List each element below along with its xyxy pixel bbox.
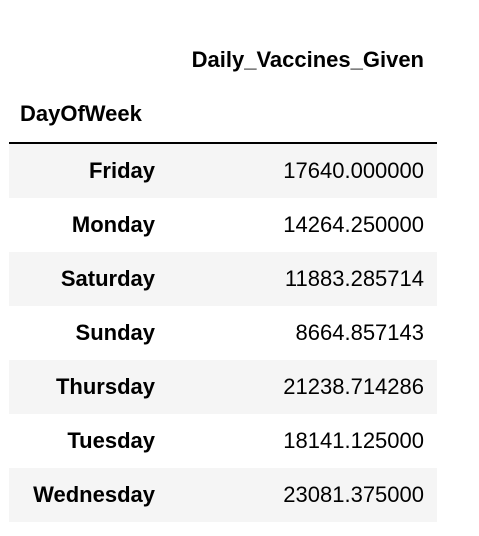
table-row: Monday 14264.250000 bbox=[9, 198, 437, 252]
row-index: Monday bbox=[71, 212, 155, 237]
table-row: Tuesday 18141.125000 bbox=[9, 414, 437, 468]
table-row: Friday 17640.000000 bbox=[9, 144, 437, 198]
row-value: 21238.714286 bbox=[283, 374, 424, 399]
row-index: Wednesday bbox=[33, 482, 155, 507]
row-index: Tuesday bbox=[67, 428, 155, 453]
table-row: Wednesday 23081.375000 bbox=[9, 468, 437, 522]
row-index: Thursday bbox=[55, 374, 155, 399]
row-index: Saturday bbox=[60, 266, 155, 291]
row-value: 23081.375000 bbox=[283, 482, 424, 507]
table-row: Saturday 11883.285714 bbox=[9, 252, 437, 306]
row-value: 14264.250000 bbox=[283, 212, 424, 237]
table-row: Sunday 8664.857143 bbox=[9, 306, 437, 360]
row-value: 18141.125000 bbox=[283, 428, 424, 453]
row-index: Friday bbox=[88, 158, 155, 183]
row-value: 11883.285714 bbox=[284, 266, 424, 291]
header-divider bbox=[9, 88, 437, 144]
index-header: DayOfWeek bbox=[20, 101, 142, 126]
dataframe-table: Daily_Vaccines_Given DayOfWeek Friday 17… bbox=[9, 34, 437, 522]
row-value: 8664.857143 bbox=[295, 320, 424, 345]
column-header: Daily_Vaccines_Given bbox=[191, 47, 424, 72]
table-header: Daily_Vaccines_Given DayOfWeek bbox=[9, 34, 437, 126]
row-index: Sunday bbox=[75, 320, 155, 345]
table-row: Thursday 21238.714286 bbox=[9, 360, 437, 414]
row-value: 17640.000000 bbox=[283, 158, 424, 183]
